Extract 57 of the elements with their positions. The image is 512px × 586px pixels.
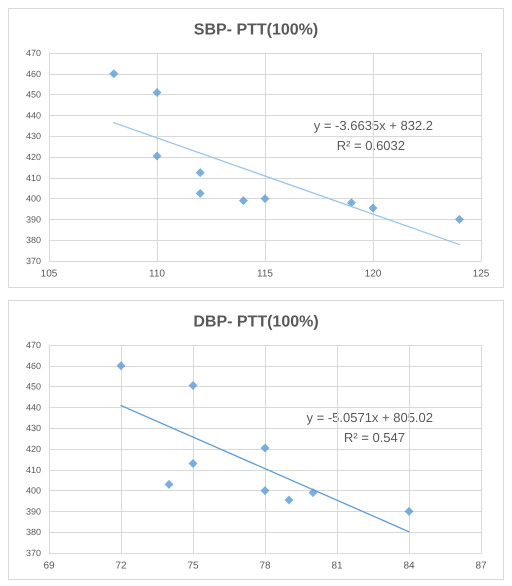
x-tick-label: 69: [43, 560, 55, 572]
point: [454, 214, 464, 224]
point: [188, 381, 198, 390]
y-tick-label: 440: [26, 110, 41, 120]
y-tick-label: 390: [26, 506, 41, 516]
x-tick-label: 105: [40, 268, 58, 280]
point: [346, 198, 356, 208]
chart-title: SBP- PTT(100%): [194, 22, 318, 38]
x-tick-label: 120: [364, 268, 382, 280]
y-tick-label: 420: [26, 444, 41, 454]
x-tick-label: 81: [331, 560, 343, 572]
point: [152, 151, 162, 160]
x-tick-label: 125: [472, 268, 490, 280]
point: [284, 495, 294, 504]
annotation: R² = 0.547: [344, 430, 406, 445]
point: [196, 168, 205, 178]
y-tick-label: 400: [26, 486, 41, 496]
point: [260, 194, 270, 204]
x-tick-label: 110: [149, 268, 166, 280]
y-tick-label: 370: [26, 256, 41, 266]
x-tick-label: 87: [475, 560, 487, 572]
y-tick-label: 440: [26, 402, 41, 412]
point: [109, 69, 118, 78]
y-tick-label: 460: [26, 360, 41, 371]
y-tick-label: 430: [26, 131, 41, 142]
y-tick-label: 430: [26, 423, 41, 434]
annotation: R² = 0.6032: [336, 138, 405, 153]
x-tick-label: 84: [403, 560, 415, 572]
point: [260, 443, 270, 452]
x-tick-label: 115: [257, 268, 274, 280]
point: [238, 196, 248, 206]
y-tick-label: 410: [26, 172, 41, 183]
y-tick-label: 380: [26, 235, 41, 246]
point: [164, 480, 174, 489]
point: [116, 361, 126, 370]
point: [188, 459, 198, 468]
point: [196, 188, 205, 198]
point: [260, 486, 270, 496]
x-tick-label: 72: [115, 560, 127, 572]
chart-title: DBP- PTT(100%): [193, 314, 319, 330]
x-tick-label: 75: [187, 560, 199, 572]
point: [368, 203, 378, 212]
y-tick-label: 380: [26, 527, 41, 538]
y-tick-label: 410: [26, 464, 41, 475]
y-tick-label: 470: [26, 340, 41, 350]
y-tick-label: 450: [26, 90, 41, 100]
y-tick-label: 450: [26, 382, 41, 392]
x-tick-label: 78: [259, 560, 271, 572]
y-tick-label: 390: [26, 214, 41, 224]
annotation: y = -3.6635x + 832.2: [314, 118, 434, 133]
y-tick-label: 400: [26, 194, 41, 204]
y-tick-label: 470: [26, 48, 41, 58]
y-tick-label: 420: [26, 152, 41, 162]
point: [152, 88, 162, 98]
y-tick-label: 460: [26, 68, 41, 79]
y-tick-label: 370: [26, 548, 41, 558]
point: [404, 506, 414, 516]
